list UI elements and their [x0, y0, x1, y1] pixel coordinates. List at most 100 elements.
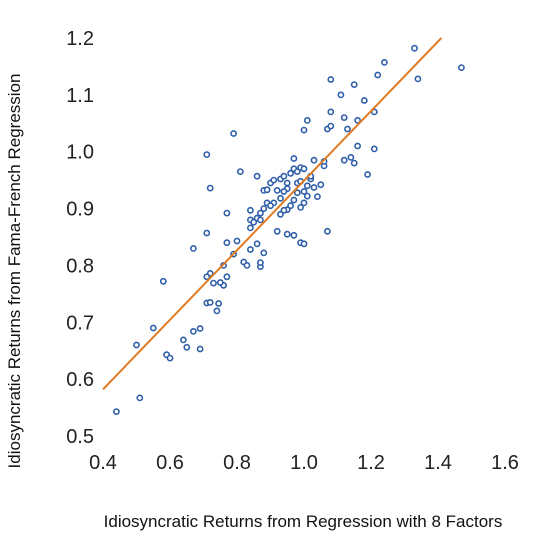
data-point	[246, 246, 254, 253]
data-point	[327, 108, 335, 116]
data-point	[327, 122, 335, 130]
data-point	[179, 336, 187, 344]
data-point	[183, 343, 191, 351]
data-point	[256, 209, 264, 217]
data-point	[350, 159, 358, 167]
y-tick-label: 1.1	[66, 85, 94, 107]
x-tick-label: 1.2	[357, 452, 385, 474]
x-tick-label: 0.6	[156, 452, 184, 474]
data-point	[223, 209, 231, 217]
data-point	[196, 345, 204, 353]
data-point	[340, 156, 348, 164]
data-point	[136, 394, 144, 402]
data-point	[230, 130, 237, 137]
y-tick-label: 1.0	[66, 142, 94, 164]
trendline	[102, 37, 443, 391]
data-point	[327, 76, 335, 83]
data-point	[300, 199, 308, 207]
data-point	[374, 71, 382, 79]
data-point	[189, 244, 197, 252]
data-point	[189, 327, 197, 335]
data-point	[370, 145, 378, 153]
data-point	[303, 192, 311, 200]
data-point	[280, 206, 288, 214]
data-point	[206, 184, 214, 192]
data-point	[216, 279, 224, 286]
data-point	[347, 153, 355, 161]
y-tick-label: 1.2	[66, 28, 94, 50]
data-point	[370, 108, 378, 116]
data-point	[256, 216, 264, 224]
y-tick-label: 0.6	[66, 369, 94, 391]
data-point	[246, 224, 254, 232]
y-axis-title: Idiosyncratic Returns from Fama-French R…	[5, 74, 24, 469]
data-point	[354, 142, 361, 150]
data-point	[253, 172, 261, 180]
y-tick-label: 0.9	[66, 199, 94, 221]
data-point	[273, 186, 281, 194]
data-point	[293, 189, 301, 197]
data-point	[290, 196, 298, 204]
data-point	[260, 205, 268, 212]
data-point	[159, 277, 167, 285]
data-point	[203, 229, 211, 237]
data-point	[414, 75, 422, 83]
y-tick-label: 0.8	[66, 255, 94, 277]
x-tick-labels: 0.4 0.6 0.8 1.0 1.2 1.4 1.6	[89, 452, 519, 474]
data-point	[303, 117, 311, 124]
data-point	[337, 91, 345, 99]
data-point	[236, 168, 244, 175]
data-point	[300, 126, 308, 134]
data-point	[206, 298, 214, 306]
data-point	[290, 231, 298, 239]
data-point	[250, 218, 258, 226]
data-point	[133, 341, 140, 349]
data-point	[246, 206, 254, 214]
data-point	[263, 186, 271, 194]
x-tick-label: 1.0	[290, 452, 318, 474]
data-point	[317, 181, 325, 189]
data-point	[203, 273, 211, 281]
data-point	[310, 184, 318, 191]
data-point	[213, 307, 221, 315]
data-point	[210, 279, 217, 287]
data-point	[303, 182, 311, 190]
data-point	[166, 354, 174, 362]
data-point	[233, 237, 241, 245]
data-point	[297, 203, 304, 211]
y-tick-labels: 0.5 0.6 0.7 0.8 0.9 1.0 1.1 1.2	[66, 28, 94, 448]
data-point	[260, 249, 268, 257]
data-point	[360, 97, 368, 104]
data-point	[196, 325, 204, 332]
x-tick-label: 0.8	[223, 452, 251, 474]
data-point	[149, 324, 157, 332]
y-tick-label: 0.5	[66, 426, 94, 448]
data-point	[354, 117, 361, 124]
data-point	[340, 114, 348, 121]
data-point	[215, 300, 222, 307]
data-point	[267, 202, 274, 210]
data-point	[313, 193, 321, 200]
data-point	[364, 171, 371, 178]
data-point	[411, 44, 418, 52]
data-point	[310, 156, 318, 164]
data-point	[380, 59, 388, 66]
data-point	[280, 188, 288, 195]
data-point	[350, 81, 358, 88]
data-point	[300, 240, 308, 248]
data-point	[344, 125, 351, 133]
data-point	[270, 176, 278, 184]
data-point	[300, 165, 308, 173]
data-point	[277, 210, 284, 218]
data-point	[203, 151, 211, 158]
data-point	[283, 179, 291, 187]
data-point	[300, 188, 308, 195]
data-point	[287, 169, 294, 177]
y-tick-label: 0.7	[66, 312, 94, 334]
data-point	[283, 230, 291, 238]
data-point	[223, 239, 231, 247]
trendline-layer	[102, 37, 443, 391]
